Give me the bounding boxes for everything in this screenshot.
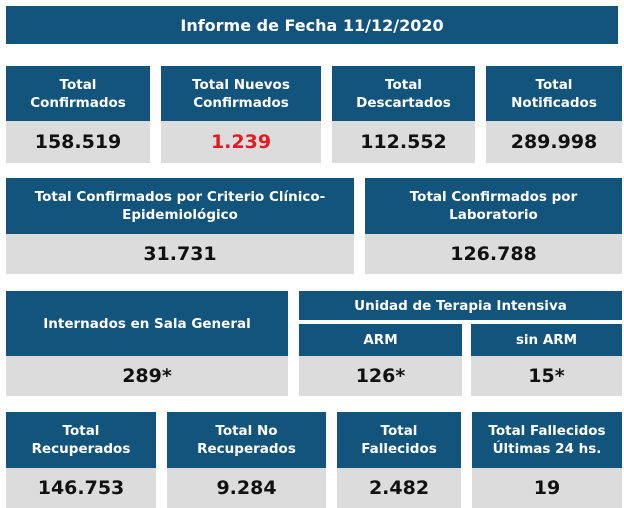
card-arm: ARM 126* xyxy=(299,324,462,396)
card-label: sin ARM xyxy=(471,324,622,356)
card-label: Total Recuperados xyxy=(6,412,156,468)
card-value: 1.239 xyxy=(161,121,321,163)
card-value: 19 xyxy=(472,468,622,508)
card-value: 126.788 xyxy=(365,234,622,274)
card-value: 126* xyxy=(299,356,462,396)
card-label: Internados en Sala General xyxy=(6,291,288,356)
card-value: 2.482 xyxy=(337,468,461,508)
card-label: Total Confirmados xyxy=(6,66,150,121)
card-total-notificados: Total Notificados 289.998 xyxy=(486,66,622,163)
card-total-no-recuperados: Total No Recuperados 9.284 xyxy=(167,412,326,508)
card-value: 146.753 xyxy=(6,468,156,508)
card-label: Total Descartados xyxy=(332,66,475,121)
card-confirmados-laboratorio: Total Confirmados por Laboratorio 126.78… xyxy=(365,178,622,274)
card-value: 9.284 xyxy=(167,468,326,508)
card-label: ARM xyxy=(299,324,462,356)
card-value: 112.552 xyxy=(332,121,475,163)
card-internados-sala-general: Internados en Sala General 289* xyxy=(6,291,288,396)
card-value: 15* xyxy=(471,356,622,396)
card-total-fallecidos: Total Fallecidos 2.482 xyxy=(337,412,461,508)
report-title: Informe de Fecha 11/12/2020 xyxy=(6,6,618,44)
card-sin-arm: sin ARM 15* xyxy=(471,324,622,396)
card-value: 31.731 xyxy=(6,234,354,274)
card-fallecidos-ultimas-24hs: Total Fallecidos Últimas 24 hs. 19 xyxy=(472,412,622,508)
card-total-confirmados: Total Confirmados 158.519 xyxy=(6,66,150,163)
card-value: 289.998 xyxy=(486,121,622,163)
card-label: Total Confirmados por Criterio Clínico- … xyxy=(6,178,354,234)
card-label: Total Confirmados por Laboratorio xyxy=(365,178,622,234)
card-label: Total Nuevos Confirmados xyxy=(161,66,321,121)
card-value: 289* xyxy=(6,356,288,396)
card-label: Total Fallecidos xyxy=(337,412,461,468)
card-total-recuperados: Total Recuperados 146.753 xyxy=(6,412,156,508)
card-total-nuevos-confirmados: Total Nuevos Confirmados 1.239 xyxy=(161,66,321,163)
card-value: 158.519 xyxy=(6,121,150,163)
card-total-descartados: Total Descartados 112.552 xyxy=(332,66,475,163)
uti-banner: Unidad de Terapia Intensiva xyxy=(299,291,622,320)
card-label: Total Fallecidos Últimas 24 hs. xyxy=(472,412,622,468)
card-confirmados-criterio-clinico: Total Confirmados por Criterio Clínico- … xyxy=(6,178,354,274)
card-label: Total Notificados xyxy=(486,66,622,121)
card-label: Total No Recuperados xyxy=(167,412,326,468)
